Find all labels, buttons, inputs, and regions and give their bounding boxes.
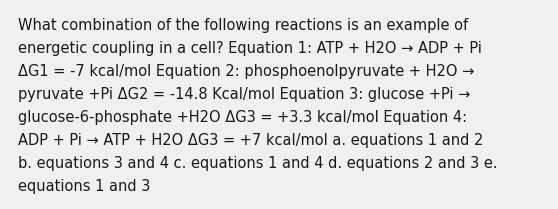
Text: equations 1 and 3: equations 1 and 3 bbox=[18, 179, 150, 194]
Text: energetic coupling in a cell? Equation 1: ATP + H2O → ADP + Pi: energetic coupling in a cell? Equation 1… bbox=[18, 41, 482, 56]
Text: b. equations 3 and 4 c. equations 1 and 4 d. equations 2 and 3 e.: b. equations 3 and 4 c. equations 1 and … bbox=[18, 156, 498, 171]
Text: pyruvate +Pi ΔG2 = -14.8 Kcal/mol Equation 3: glucose +Pi →: pyruvate +Pi ΔG2 = -14.8 Kcal/mol Equati… bbox=[18, 87, 470, 102]
Text: What combination of the following reactions is an example of: What combination of the following reacti… bbox=[18, 18, 468, 33]
Text: ΔG1 = -7 kcal/mol Equation 2: phosphoenolpyruvate + H2O →: ΔG1 = -7 kcal/mol Equation 2: phosphoeno… bbox=[18, 64, 474, 79]
Text: ADP + Pi → ATP + H2O ΔG3 = +7 kcal/mol a. equations 1 and 2: ADP + Pi → ATP + H2O ΔG3 = +7 kcal/mol a… bbox=[18, 133, 483, 148]
Text: glucose-6-phosphate +H2O ΔG3 = +3.3 kcal/mol Equation 4:: glucose-6-phosphate +H2O ΔG3 = +3.3 kcal… bbox=[18, 110, 467, 125]
